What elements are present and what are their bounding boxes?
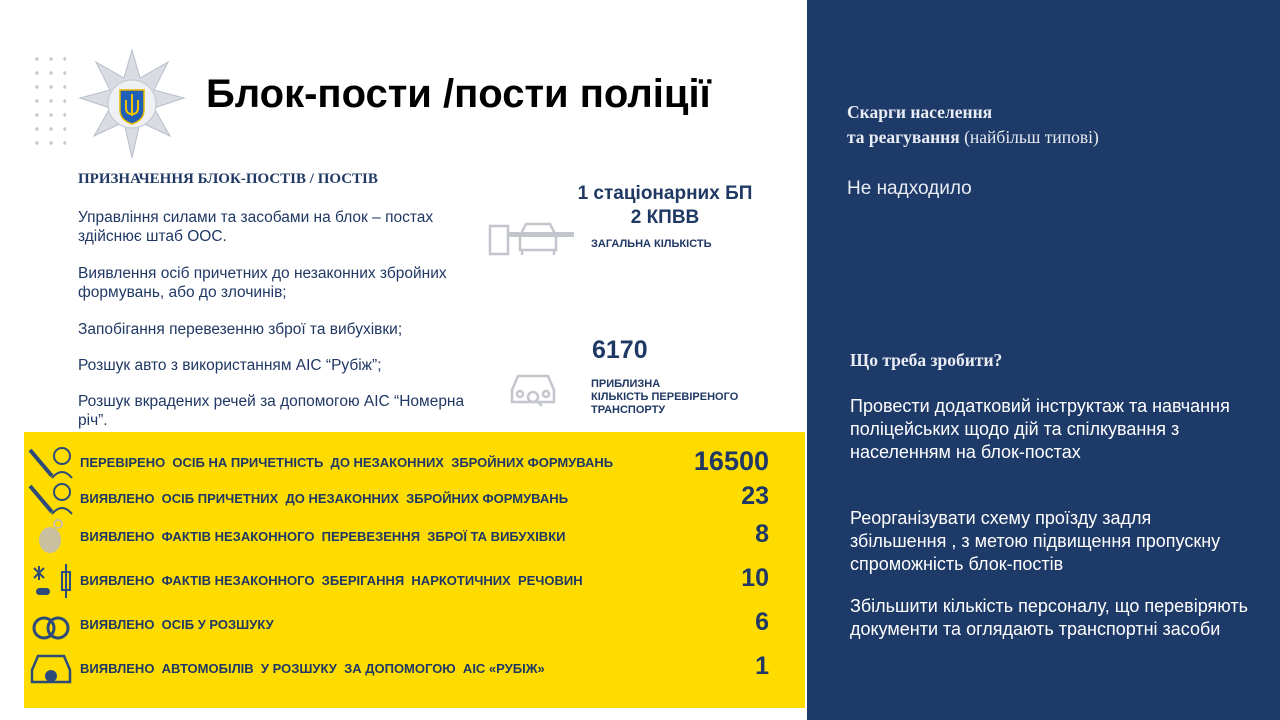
stat-value: 1	[755, 652, 769, 680]
stat-row: ПЕРЕВІРЕНО ОСІБ НА ПРИЧЕТНІСТЬ ДО НЕЗАКО…	[24, 444, 805, 480]
car-search-icon	[510, 374, 556, 407]
stat-label: ВИЯВЛЕНО ФАКТІВ НЕЗАКОННОГО ЗБЕРІГАННЯ Н…	[80, 573, 583, 588]
stat-label: ПЕРЕВІРЕНО ОСІБ НА ПРИЧЕТНІСТЬ ДО НЕЗАКО…	[80, 455, 614, 470]
stat-label: ВИЯВЛЕНО АВТОМОБІЛІВ У РОЗШУКУ ЗА ДОПОМО…	[80, 661, 545, 676]
car-search-icon	[30, 654, 72, 684]
drugs-syringe-icon	[33, 564, 71, 598]
decorative-dots	[30, 52, 66, 152]
purpose-item: Розшук вкрадених речей за допомогою АІС …	[78, 393, 465, 429]
purpose-item: Запобігання перевезенню зброї та вибухів…	[78, 321, 403, 338]
right-panel: Скарги населення та реагування (найбільш…	[807, 0, 1280, 720]
stat-label: ВИЯВЛЕНО ФАКТІВ НЕЗАКОННОГО ПЕРЕВЕЗЕННЯ …	[80, 529, 566, 544]
total-caption: ЗАГАЛЬНА КІЛЬКІСТЬ	[591, 238, 712, 250]
stat-row: ВИЯВЛЕНО ОСІБ У РОЗШУКУ 6	[24, 606, 805, 642]
grenade-icon	[39, 519, 63, 553]
stat-value: 16500	[693, 446, 769, 476]
stat-value: 23	[741, 482, 769, 510]
complaints-heading-note: (найбільш типові)	[959, 127, 1099, 147]
total-line-2: 2 КПВВ	[630, 207, 700, 228]
vehicles-caption: КІЛЬКІСТЬ ПЕРЕВІРЕНОГО	[591, 391, 739, 403]
stat-row: ВИЯВЛЕНО ФАКТІВ НЕЗАКОННОГО ПЕРЕВЕЗЕННЯ …	[24, 518, 805, 554]
todo-heading: Що треба зробити?	[850, 350, 1003, 370]
stat-value: 8	[755, 520, 769, 548]
stat-label: ВИЯВЛЕНО ОСІБ ПРИЧЕТНИХ ДО НЕЗАКОННИХ ЗБ…	[80, 491, 569, 506]
soldier-rifle-icon	[28, 483, 73, 515]
total-line-1: 1 стаціонарних БП	[577, 183, 753, 204]
complaints-text: Не надходило	[847, 178, 972, 199]
stat-row: ВИЯВЛЕНО ОСІБ ПРИЧЕТНИХ ДО НЕЗАКОННИХ ЗБ…	[24, 480, 805, 516]
todo-item: Реорганізувати схему проїзду задля збіль…	[850, 508, 1221, 574]
stat-value: 10	[741, 564, 769, 592]
vehicles-caption: ПРИБЛИЗНА	[591, 378, 661, 390]
complaints-heading: та реагування	[847, 127, 960, 147]
todo-item: Провести додатковий інструктаж та навчан…	[850, 396, 1230, 462]
complaints-heading: Скарги населення	[847, 102, 993, 122]
statistics-box: ПЕРЕВІРЕНО ОСІБ НА ПРИЧЕТНІСТЬ ДО НЕЗАКО…	[24, 432, 805, 708]
purpose-item: Управління силами та засобами на блок – …	[78, 209, 434, 245]
stat-row: ВИЯВЛЕНО ФАКТІВ НЕЗАКОННОГО ЗБЕРІГАННЯ Н…	[24, 562, 805, 598]
police-badge-logo	[78, 48, 186, 159]
vehicles-caption: ТРАНСПОРТУ	[591, 404, 666, 416]
stat-label: ВИЯВЛЕНО ОСІБ У РОЗШУКУ	[80, 617, 274, 632]
purpose-item: Розшук авто з використанням АІС “Рубіж”;	[78, 357, 382, 374]
stat-row: ВИЯВЛЕНО АВТОМОБІЛІВ У РОЗШУКУ ЗА ДОПОМО…	[24, 650, 805, 686]
page-title: Блок-пости /пости поліції	[206, 72, 711, 116]
stat-value: 6	[755, 608, 769, 636]
vehicles-value: 6170	[592, 336, 648, 364]
todo-item: Збільшити кількість персоналу, що переві…	[850, 596, 1248, 639]
purpose-heading: ПРИЗНАЧЕННЯ БЛОК-ПОСТІВ / ПОСТІВ	[78, 171, 378, 187]
barrier-car-icon	[488, 222, 574, 256]
soldier-rifle-icon	[28, 447, 73, 479]
purpose-item: Виявлення осіб причетних до незаконних з…	[78, 265, 447, 301]
handcuffs-icon	[32, 616, 70, 640]
